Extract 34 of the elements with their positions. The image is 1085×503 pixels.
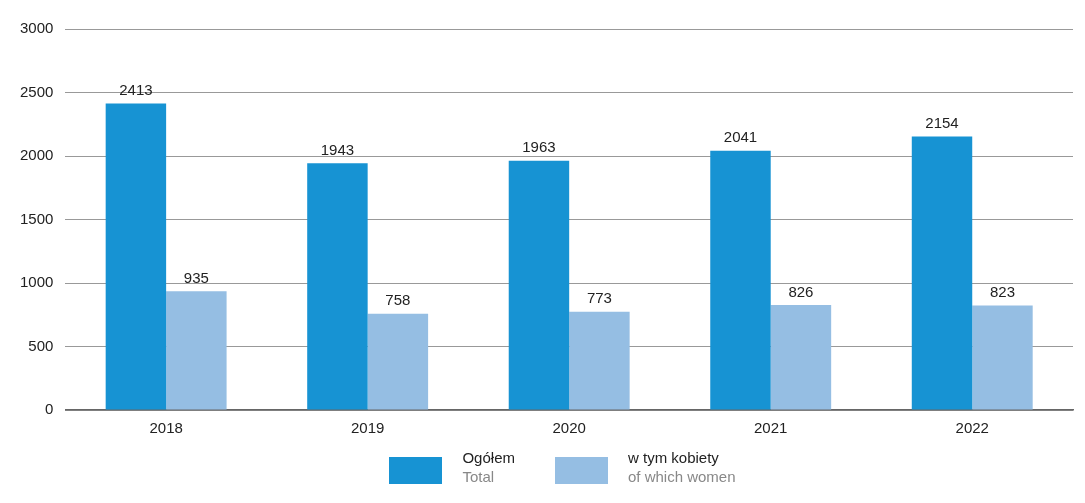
data-label: 826 xyxy=(788,282,814,300)
data-label: 1943 xyxy=(320,140,355,158)
bar xyxy=(307,163,368,410)
bar xyxy=(569,311,630,410)
x-tick-label: 2018 xyxy=(149,419,183,437)
bar xyxy=(710,150,771,410)
data-label: 2154 xyxy=(925,114,959,132)
x-tick-label: 2021 xyxy=(754,419,788,437)
data-label: 823 xyxy=(989,283,1015,301)
bar xyxy=(972,305,1033,410)
data-label: 773 xyxy=(586,289,612,307)
bar xyxy=(166,291,227,410)
data-label: 2413 xyxy=(119,81,153,99)
x-tick-label: 2020 xyxy=(552,419,586,437)
data-label: 935 xyxy=(183,268,209,286)
bar xyxy=(367,313,429,410)
y-tick-label: 2000 xyxy=(19,146,54,164)
y-tick-label: 3000 xyxy=(19,19,54,37)
y-tick-label: 2500 xyxy=(19,82,54,100)
bar xyxy=(911,136,973,410)
bar xyxy=(508,160,570,410)
bar xyxy=(770,305,832,410)
x-tick-label: 2019 xyxy=(350,419,385,437)
y-tick-label: 500 xyxy=(28,336,54,354)
legend-label: Ogółem Total xyxy=(462,448,515,486)
legend-label: w tym kobiety of which women xyxy=(627,448,736,486)
bar xyxy=(105,103,167,410)
data-label: 1963 xyxy=(522,138,556,156)
data-label: 2041 xyxy=(723,128,758,146)
x-tick-label: 2022 xyxy=(955,419,989,437)
y-tick-label: 0 xyxy=(45,400,54,418)
data-label: 758 xyxy=(385,291,411,309)
y-tick-label: 1500 xyxy=(19,209,54,227)
y-tick-label: 1000 xyxy=(19,273,54,291)
